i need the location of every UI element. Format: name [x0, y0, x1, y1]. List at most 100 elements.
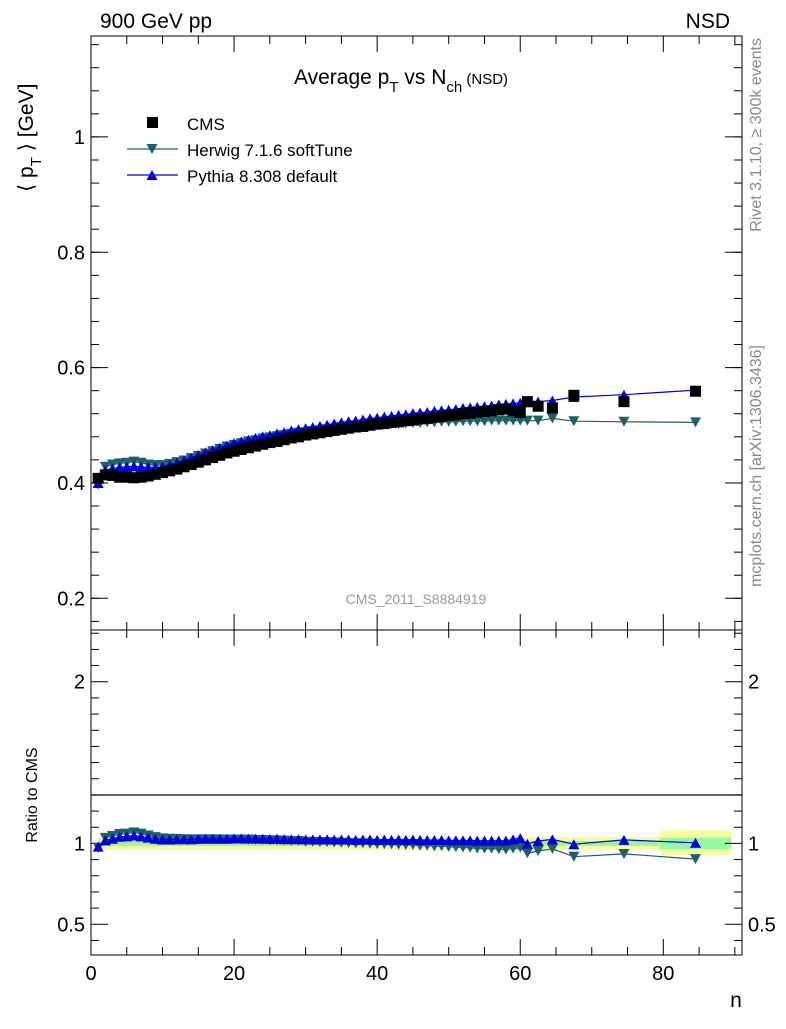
cms-point — [328, 424, 340, 436]
pythia-ratio-point — [371, 834, 383, 845]
cms-point — [192, 456, 204, 468]
cms-point — [292, 431, 304, 443]
pythia-ratio-point — [207, 833, 219, 844]
pythia-ratio-point — [285, 834, 297, 845]
cms-point — [228, 445, 240, 457]
herwig-point — [521, 415, 533, 426]
pythia-ratio-point — [350, 834, 362, 845]
ratio-frame — [90, 629, 743, 956]
pythia-ratio-point — [378, 834, 390, 845]
cms-point — [185, 458, 197, 470]
cms-point — [414, 413, 426, 425]
pythia-ratio-point — [335, 834, 347, 845]
herwig-point — [478, 416, 490, 427]
cms-point — [335, 423, 347, 435]
herwig-ratio-point — [478, 843, 490, 854]
pythia-ratio-point — [457, 835, 469, 846]
herwig-ratio-point — [514, 842, 526, 853]
pythia-ratio-point — [257, 833, 269, 844]
cms-point — [135, 471, 147, 483]
cms-point — [99, 469, 111, 481]
cms-point — [149, 468, 161, 480]
cms-point — [178, 461, 190, 473]
pythia-ratio-point — [407, 834, 419, 845]
main-y-tick-label: 0.6 — [57, 358, 85, 380]
pythia-ratio-point — [690, 837, 701, 848]
pythia-ratio-point — [235, 833, 247, 844]
main-x-ticks — [90, 36, 736, 630]
cms-point — [500, 403, 512, 415]
pythia-ratio-point — [199, 833, 211, 844]
legend: CMS Herwig 7.1.6 softTune Pythia 8.308 d… — [127, 115, 353, 186]
cms-point — [486, 405, 498, 417]
main-panel: 0.2 0.4 0.6 0.8 1 Average pT vs Nch (NSD) ⟨ … — [15, 35, 743, 631]
cms-point — [521, 396, 533, 408]
pythia-ratio-point — [164, 834, 176, 845]
pythia-ratio-point — [178, 834, 190, 845]
ratio-series — [92, 827, 701, 865]
cms-point — [343, 422, 355, 434]
main-y-tick-label: 0.2 — [57, 588, 85, 610]
ratio-y-tick-label-right: 0.5 — [748, 914, 776, 936]
cms-point — [257, 438, 269, 450]
mcplots-label: mcplots.cern.ch [arXiv:1306.3436] — [748, 345, 765, 587]
ratio-y-tick-label: 2 — [74, 672, 85, 694]
cms-point — [507, 405, 519, 417]
pythia-ratio-point — [568, 839, 580, 850]
cms-point — [278, 434, 290, 446]
pythia-ratio-point — [443, 835, 455, 846]
legend-cms-marker — [147, 117, 158, 128]
pythia-ratio-point — [292, 834, 304, 845]
cms-point — [114, 471, 126, 483]
cms-point — [121, 471, 133, 483]
pythia-ratio-point — [149, 833, 161, 844]
cms-point — [207, 452, 219, 464]
cms-point — [171, 463, 183, 475]
cms-point — [532, 400, 544, 412]
cms-point — [371, 418, 383, 430]
herwig-point — [568, 416, 580, 427]
pythia-ratio-point — [521, 838, 533, 849]
pythia-ratio-point — [618, 834, 630, 845]
pythia-ratio-point — [493, 835, 505, 846]
herwig-point — [618, 416, 630, 427]
cms-point — [514, 407, 526, 419]
pythia-ratio-point — [385, 834, 397, 845]
pythia-ratio-point — [185, 834, 197, 845]
cms-point — [92, 472, 104, 484]
cms-point — [618, 396, 630, 408]
pythia-ratio-point — [343, 834, 355, 845]
cms-point — [385, 416, 397, 428]
ratio-y-tick-label: 0.5 — [57, 914, 85, 936]
pythia-ratio-point — [464, 835, 476, 846]
ratio-x-ticks: 0 20 40 60 80 — [85, 630, 736, 985]
analysis-watermark: CMS_2011_S8884919 — [346, 591, 487, 607]
herwig-ratio-point — [507, 843, 519, 854]
pythia-ratio-point — [328, 834, 340, 845]
x-tick-label: 40 — [366, 963, 388, 985]
cms-point — [436, 411, 448, 423]
herwig-point — [507, 415, 519, 426]
pythia-ratio-point — [514, 833, 526, 844]
pythia-point — [128, 461, 140, 472]
pythia-ratio-point — [278, 834, 290, 845]
pythia-ratio-point — [314, 834, 326, 845]
cms-point — [314, 427, 326, 439]
herwig-ratio-point — [568, 851, 580, 862]
herwig-ratio-point — [521, 848, 533, 859]
pythia-ratio-point — [357, 834, 369, 845]
cms-point — [221, 447, 233, 459]
pythia-ratio-point — [135, 831, 147, 842]
cms-point — [214, 449, 226, 461]
main-y-tick-label: 0.4 — [57, 473, 85, 495]
x-tick-label: 80 — [652, 963, 674, 985]
herwig-point — [471, 416, 483, 427]
pythia-ratio-point — [307, 834, 319, 845]
cms-point — [271, 435, 283, 447]
pythia-ratio-point — [450, 835, 462, 846]
legend-cms-label: CMS — [187, 115, 225, 134]
cms-point — [242, 442, 254, 454]
ratio-y-tick-label: 1 — [74, 833, 85, 855]
herwig-ratio-point — [493, 844, 505, 855]
rivet-label: Rivet 3.1.10, ≥ 300k events — [748, 38, 765, 232]
